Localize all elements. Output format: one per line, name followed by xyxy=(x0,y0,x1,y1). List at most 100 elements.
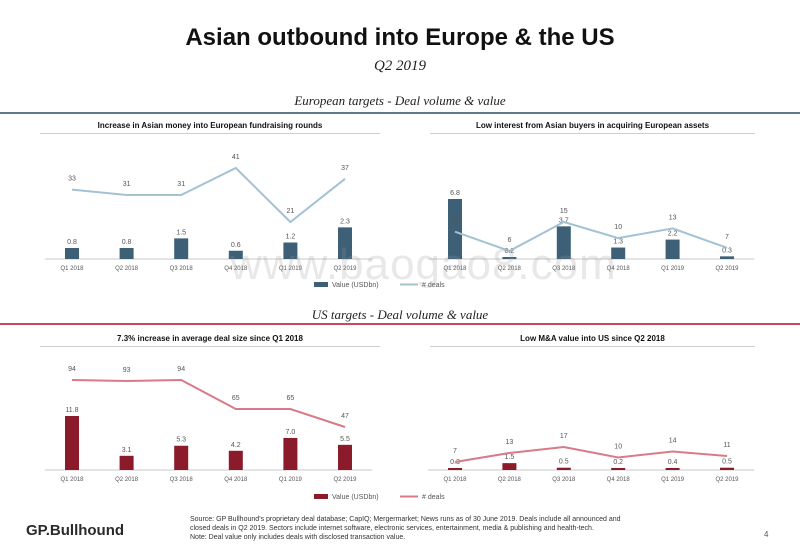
c1-deals-label-4: 21 xyxy=(287,208,295,215)
page-subtitle: Q2 2019 xyxy=(373,58,427,74)
us-section-title: US targets - Deal volume & value xyxy=(311,307,489,322)
c1-deals-label-0: 33 xyxy=(68,176,76,183)
c3-bar-label-2: 5.3 xyxy=(176,437,186,444)
c1-bar-label-3: 0.6 xyxy=(231,242,241,249)
c3-bar-label-4: 7.0 xyxy=(286,429,296,436)
c3-tick-label-4: Q1 2019 xyxy=(279,477,303,483)
c1-deals-label-1: 31 xyxy=(123,181,131,188)
c1-tick-label-3: Q4 2018 xyxy=(224,266,248,272)
c3-bar-2 xyxy=(174,445,189,470)
us-legend-bar-swatch xyxy=(314,494,328,499)
legends: Value (USDbn) # deals Value (USDbn) # deals xyxy=(314,282,445,501)
chart3-heading: 7.3% increase in average deal size since… xyxy=(117,334,303,343)
c3-tick-label-0: Q1 2018 xyxy=(60,477,84,483)
gp-bullhound-logo: GP.Bullhound xyxy=(26,522,125,539)
chart3: 11.8 Q1 2018 3.1 Q2 2018 5.3 Q3 2018 4.2 Q4 201… xyxy=(44,366,373,483)
c1-tick-label-0: Q1 2018 xyxy=(60,266,84,272)
chart1-heading: Increase in Asian money into European fu… xyxy=(97,121,323,130)
chart4-heading-rule xyxy=(430,346,755,347)
c1-bar-label-2: 1.5 xyxy=(176,229,186,236)
c4-deals-label-3: 10 xyxy=(614,444,622,451)
c1-bar-3 xyxy=(228,250,243,259)
c1-bar-label-5: 2.3 xyxy=(340,218,350,225)
chart1: 0.8 Q1 2018 0.8 Q2 2018 1.5 Q3 2018 0.6 Q4 2018… xyxy=(44,154,373,272)
europe-section-rule xyxy=(0,112,800,114)
c3-deals-label-2: 94 xyxy=(177,366,185,373)
c2-bar-1 xyxy=(502,257,517,259)
us-legend-bar-label: Value (USDbn) xyxy=(332,494,379,501)
c4-bar-label-0: 0.3 xyxy=(450,459,460,466)
c1-bar-0 xyxy=(65,248,79,259)
c1-bar-label-1: 0.8 xyxy=(122,239,132,246)
source-line-2: closed deals in Q2 2019. Sectors include… xyxy=(190,525,594,532)
chart4: 0.3 Q1 2018 1.5 Q2 2018 0.5 Q3 2018 0.2 Q4 2018… xyxy=(427,433,755,483)
c1-bar-label-0: 0.8 xyxy=(67,239,77,246)
c4-bar-1 xyxy=(502,463,517,470)
c2-bar-0 xyxy=(448,199,462,259)
c2-bar-label-3: 1.3 xyxy=(613,239,623,246)
c1-bar-4 xyxy=(283,242,298,259)
c4-bar-label-5: 0.5 xyxy=(722,459,732,466)
c2-tick-label-0: Q1 2018 xyxy=(443,266,467,272)
c4-deals-label-0: 7 xyxy=(453,448,457,455)
c2-deals-line xyxy=(454,220,728,253)
c4-tick-label-1: Q2 2018 xyxy=(498,477,522,483)
c3-deals-label-0: 94 xyxy=(68,366,76,373)
c3-bar-label-5: 5.5 xyxy=(340,436,350,443)
c4-deals-label-5: 11 xyxy=(723,442,730,449)
c3-tick-label-3: Q4 2018 xyxy=(224,477,248,483)
c2-bar-4 xyxy=(665,239,680,259)
c3-bar-label-1: 3.1 xyxy=(122,447,132,454)
c4-bar-label-2: 0.5 xyxy=(559,459,569,466)
c3-deals-label-5: 47 xyxy=(341,413,349,420)
c4-tick-label-5: Q2 2019 xyxy=(715,477,739,483)
europe-legend-bar-label: Value (USDbn) xyxy=(332,282,379,289)
c1-bar-label-4: 1.2 xyxy=(286,234,296,241)
c2-tick-label-4: Q1 2019 xyxy=(661,266,685,272)
c2-tick-label-1: Q2 2018 xyxy=(498,266,522,272)
c4-deals-label-2: 17 xyxy=(560,433,568,440)
c4-bar-0 xyxy=(448,468,462,470)
c3-bar-0 xyxy=(65,416,79,470)
c4-bar-3 xyxy=(611,468,626,470)
page-title: Asian outbound into Europe & the US xyxy=(185,24,615,51)
c3-tick-label-5: Q2 2019 xyxy=(333,477,357,483)
c3-bar-label-0: 11.8 xyxy=(65,407,78,414)
c2-tick-label-5: Q2 2019 xyxy=(715,266,739,272)
c1-tick-label-2: Q3 2018 xyxy=(170,266,194,272)
c4-bar-label-4: 0.4 xyxy=(668,459,678,466)
c2-deals-label-0: 12 xyxy=(451,218,459,225)
c3-tick-label-1: Q2 2018 xyxy=(115,477,139,483)
c3-bar-4 xyxy=(283,437,298,470)
c1-tick-label-1: Q2 2018 xyxy=(115,266,139,272)
c1-deals-label-3: 41 xyxy=(232,154,240,161)
c3-deals-line xyxy=(71,378,346,428)
c3-bar-label-3: 4.2 xyxy=(231,442,241,449)
c3-bar-1 xyxy=(119,455,134,470)
c2-deals-label-2: 15 xyxy=(560,208,568,215)
chart3-heading-rule xyxy=(40,346,380,347)
c4-deals-label-1: 13 xyxy=(506,439,514,446)
source-note: Source: GP Bullhound’s proprietary deal … xyxy=(190,515,690,542)
c4-bar-4 xyxy=(665,468,680,470)
source-note-line: Note: Deal value only includes deals wit… xyxy=(190,534,406,541)
c4-bar-label-1: 1.5 xyxy=(505,454,515,461)
c4-bar-5 xyxy=(720,467,734,470)
c4-tick-label-0: Q1 2018 xyxy=(443,477,467,483)
c4-bar-label-3: 0.2 xyxy=(613,459,623,466)
c2-bar-label-2: 3.7 xyxy=(559,217,569,224)
c2-deals-label-3: 10 xyxy=(614,224,622,231)
source-line-1: Source: GP Bullhound’s proprietary deal … xyxy=(190,516,621,523)
c2-tick-label-3: Q4 2018 xyxy=(607,266,631,272)
c3-deals-label-3: 65 xyxy=(232,395,240,402)
c2-bar-label-5: 0.3 xyxy=(722,247,732,254)
c4-tick-label-4: Q1 2019 xyxy=(661,477,685,483)
c2-bar-2 xyxy=(556,226,571,259)
c2-bar-label-4: 2.2 xyxy=(668,231,678,238)
c2-bar-5 xyxy=(720,256,734,259)
c2-deals-label-1: 6 xyxy=(507,237,511,244)
c4-bar-2 xyxy=(556,467,571,470)
c2-deals-label-4: 13 xyxy=(669,214,677,221)
c1-deals-label-5: 37 xyxy=(341,165,349,172)
